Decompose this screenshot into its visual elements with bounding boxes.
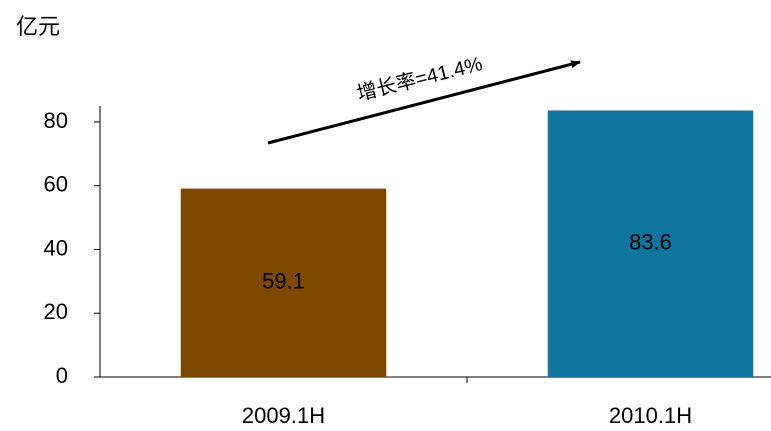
y-tick-label: 80 <box>44 108 68 133</box>
x-tick-label: 2010.1H <box>609 403 692 428</box>
unit-label: 亿元 <box>16 14 60 39</box>
y-tick-label: 0 <box>56 363 68 388</box>
value-label: 83.6 <box>629 230 672 255</box>
bar <box>547 110 754 377</box>
y-tick-label: 20 <box>44 299 68 324</box>
y-tick-label: 40 <box>44 235 68 260</box>
value-label: 59.1 <box>262 269 305 294</box>
y-tick-label: 60 <box>44 172 68 197</box>
growth-annotation: 增长率=41.4% <box>355 52 485 105</box>
x-tick-label: 2009.1H <box>242 403 325 428</box>
growth-arrow <box>267 60 581 145</box>
bar <box>180 188 387 377</box>
